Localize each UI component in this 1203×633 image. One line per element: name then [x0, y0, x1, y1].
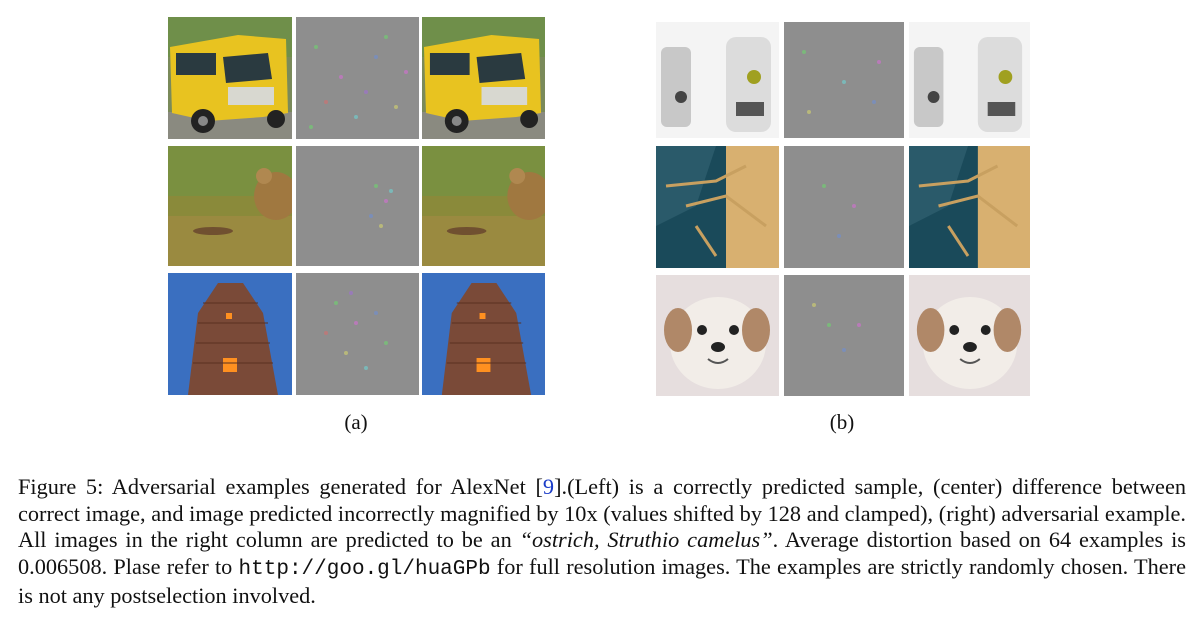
- bird-original-image: [168, 146, 292, 266]
- mantis-original-image: [656, 146, 779, 268]
- dispenser-difference-image: [784, 22, 904, 138]
- dog-difference-image: [784, 275, 904, 396]
- caption-part2: . Average distortion based on 64 example…: [18, 527, 1186, 579]
- temple-adversarial-image: [422, 273, 545, 395]
- bus-difference-image: [296, 17, 419, 139]
- panel-a-label: (a): [344, 410, 368, 434]
- dog-original-image: [656, 275, 779, 396]
- figure-caption: Figure 5: Adversarial examples generated…: [18, 474, 1186, 610]
- bird-adversarial-image: [422, 146, 545, 266]
- dispenser-original-image: [656, 22, 779, 138]
- caption-url[interactable]: http://goo.gl/huaGPb: [238, 557, 491, 581]
- caption-part3: for full resolution images. The examples…: [18, 553, 1186, 609]
- dog-adversarial-image: [909, 275, 1030, 396]
- dispenser-adversarial-image: [909, 22, 1030, 138]
- citation-link[interactable]: 9: [542, 474, 555, 499]
- bird-difference-image: [296, 146, 419, 266]
- panel-b-label: (b): [829, 410, 855, 434]
- caption-part1: ].(Left) is a correctly predicted sample…: [18, 474, 1186, 553]
- temple-difference-image: [296, 273, 419, 395]
- mantis-difference-image: [784, 146, 904, 268]
- caption-class-name: “ostrich, Struthio camelus”: [519, 527, 773, 553]
- bus-original-image: [168, 17, 292, 139]
- bus-adversarial-image: [422, 17, 545, 139]
- temple-original-image: [168, 273, 292, 395]
- caption-prefix: Figure 5: Adversarial examples generated…: [18, 474, 543, 499]
- mantis-adversarial-image: [909, 146, 1030, 268]
